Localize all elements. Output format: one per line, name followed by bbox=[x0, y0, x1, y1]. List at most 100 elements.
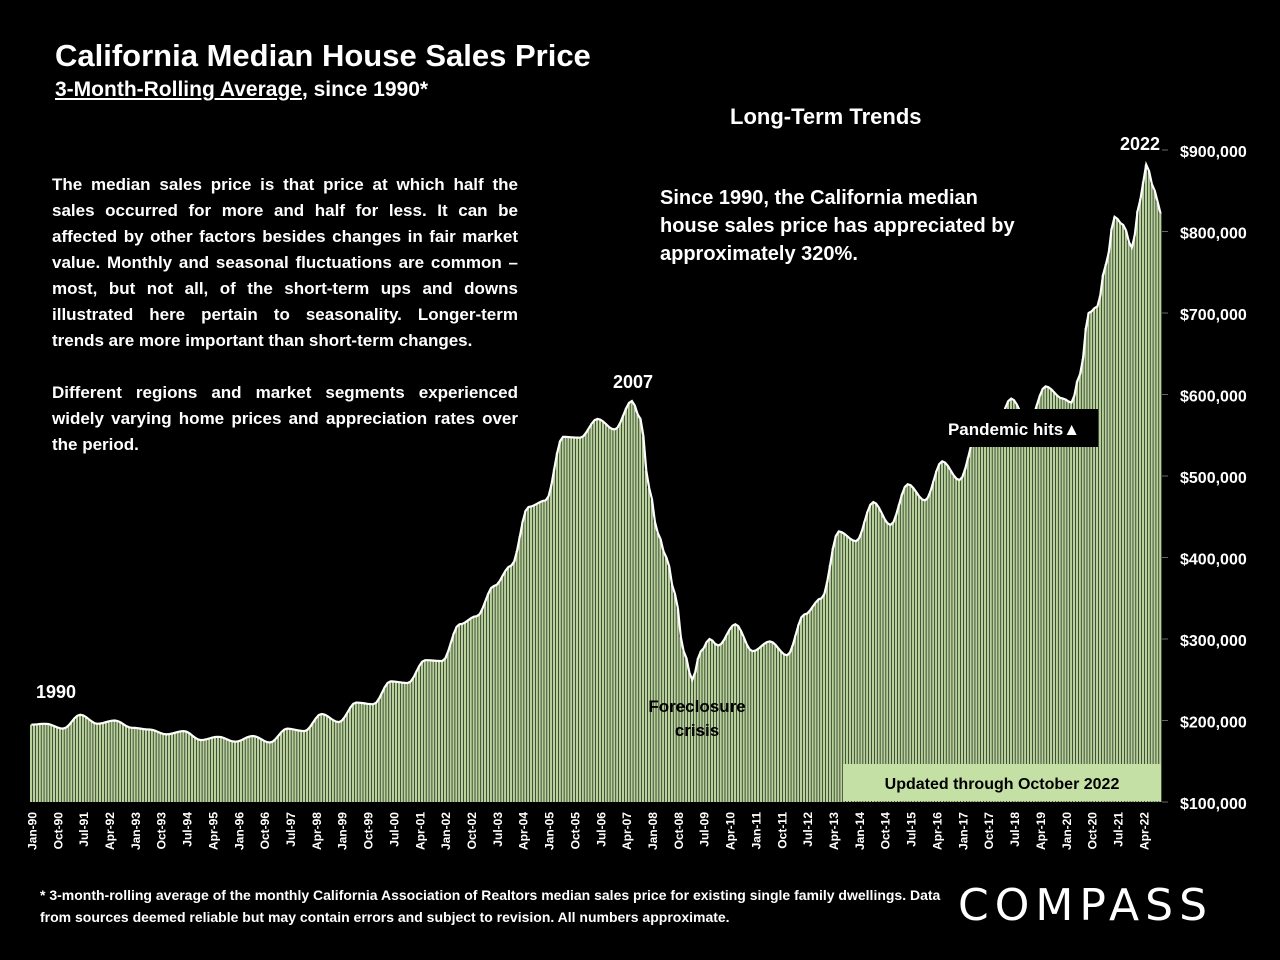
price-bar bbox=[575, 437, 579, 802]
price-bar bbox=[392, 681, 395, 802]
price-bar bbox=[604, 424, 607, 802]
price-bar bbox=[547, 496, 550, 802]
price-bar bbox=[55, 727, 59, 802]
price-bar bbox=[644, 470, 648, 802]
price-bar bbox=[449, 642, 452, 802]
x-tick-label: Apr-98 bbox=[310, 812, 324, 850]
price-bar bbox=[265, 742, 268, 802]
price-bar bbox=[199, 740, 202, 802]
price-bar bbox=[75, 715, 79, 802]
price-bar bbox=[912, 488, 915, 802]
price-bar bbox=[455, 626, 458, 802]
x-tick-label: Jan-17 bbox=[956, 812, 970, 850]
price-bar bbox=[139, 728, 142, 802]
price-bar bbox=[889, 524, 892, 802]
price-bar bbox=[113, 720, 116, 802]
price-bar bbox=[30, 724, 33, 802]
subtitle-rest: , since 1990* bbox=[301, 78, 429, 101]
price-bar bbox=[492, 586, 495, 802]
price-bar bbox=[659, 539, 662, 802]
x-tick-label: Oct-90 bbox=[51, 812, 65, 850]
price-bar bbox=[843, 533, 846, 802]
subtitle-underlined: 3-Month-Rolling Average bbox=[55, 78, 302, 101]
price-bar bbox=[1107, 252, 1110, 802]
price-bar bbox=[521, 521, 524, 802]
price-bar bbox=[458, 624, 461, 802]
price-bar bbox=[550, 484, 553, 802]
price-bar bbox=[205, 739, 208, 802]
price-bar bbox=[279, 732, 283, 802]
price-bar bbox=[963, 468, 966, 802]
price-bar bbox=[854, 541, 857, 802]
price-bar bbox=[785, 655, 788, 802]
price-bar bbox=[397, 682, 400, 802]
price-bar bbox=[354, 702, 357, 802]
price-bar bbox=[406, 683, 409, 802]
x-tick-label: Jan-96 bbox=[232, 812, 246, 850]
price-bar bbox=[656, 533, 659, 802]
price-bar bbox=[848, 538, 852, 802]
price-bar bbox=[1070, 402, 1073, 802]
price-bar bbox=[162, 734, 165, 802]
price-bar bbox=[733, 624, 737, 802]
price-bar bbox=[225, 739, 228, 802]
x-tick-label: Jul-06 bbox=[594, 812, 608, 847]
y-tick-label: $600,000 bbox=[1180, 389, 1247, 406]
price-bar bbox=[561, 436, 564, 802]
x-tick-label: Apr-07 bbox=[620, 812, 634, 850]
price-bar bbox=[926, 497, 929, 802]
annotation-foreclosure-line1: Foreclosure bbox=[648, 697, 745, 716]
price-bar bbox=[70, 721, 73, 802]
price-bar bbox=[1058, 397, 1061, 802]
x-tick-label: Apr-95 bbox=[206, 812, 220, 850]
price-bar bbox=[1093, 308, 1096, 802]
annotation-2022: 2022 bbox=[1120, 134, 1160, 154]
price-bar bbox=[722, 640, 725, 802]
price-bar bbox=[81, 715, 84, 802]
x-tick-label: Jan-05 bbox=[543, 812, 557, 850]
price-bar bbox=[1133, 235, 1136, 802]
price-bar bbox=[860, 531, 863, 802]
price-bar bbox=[98, 723, 102, 802]
price-bar bbox=[193, 737, 197, 802]
price-bar bbox=[481, 608, 484, 802]
x-tick-label: Jan-99 bbox=[336, 812, 350, 850]
price-bar bbox=[403, 682, 406, 802]
x-tick-label: Oct-99 bbox=[362, 812, 376, 850]
price-bar bbox=[1064, 399, 1067, 802]
price-bar bbox=[294, 729, 297, 802]
price-bar bbox=[670, 585, 673, 802]
price-bar bbox=[371, 704, 375, 802]
price-bar bbox=[1032, 413, 1035, 802]
price-bar bbox=[960, 477, 964, 802]
price-bar bbox=[914, 492, 918, 802]
price-bar bbox=[1090, 311, 1093, 802]
price-bar bbox=[1067, 401, 1070, 802]
price-bar bbox=[596, 418, 599, 802]
price-bar bbox=[1101, 274, 1104, 802]
price-bar bbox=[762, 643, 765, 802]
price-bar bbox=[1113, 216, 1116, 802]
y-tick-label: $800,000 bbox=[1180, 226, 1247, 243]
price-bar bbox=[254, 736, 257, 802]
price-bar bbox=[179, 731, 182, 802]
price-bar bbox=[277, 735, 280, 802]
y-tick-label: $700,000 bbox=[1180, 307, 1247, 324]
price-bar bbox=[906, 484, 909, 802]
price-bar bbox=[509, 565, 513, 802]
price-bar bbox=[667, 566, 671, 802]
price-bar bbox=[664, 557, 668, 802]
price-bar bbox=[1035, 404, 1038, 802]
price-bar bbox=[1110, 228, 1113, 802]
description-paragraph-2: Different regions and market segments ex… bbox=[52, 383, 518, 454]
price-bar bbox=[699, 651, 702, 802]
price-bar bbox=[300, 730, 303, 802]
price-bar bbox=[719, 644, 722, 802]
price-bar bbox=[708, 639, 711, 802]
price-bar bbox=[216, 736, 219, 802]
price-bar bbox=[935, 471, 938, 802]
price-bar bbox=[271, 741, 274, 802]
y-tick-label: $400,000 bbox=[1180, 552, 1247, 569]
price-bar bbox=[857, 538, 860, 802]
